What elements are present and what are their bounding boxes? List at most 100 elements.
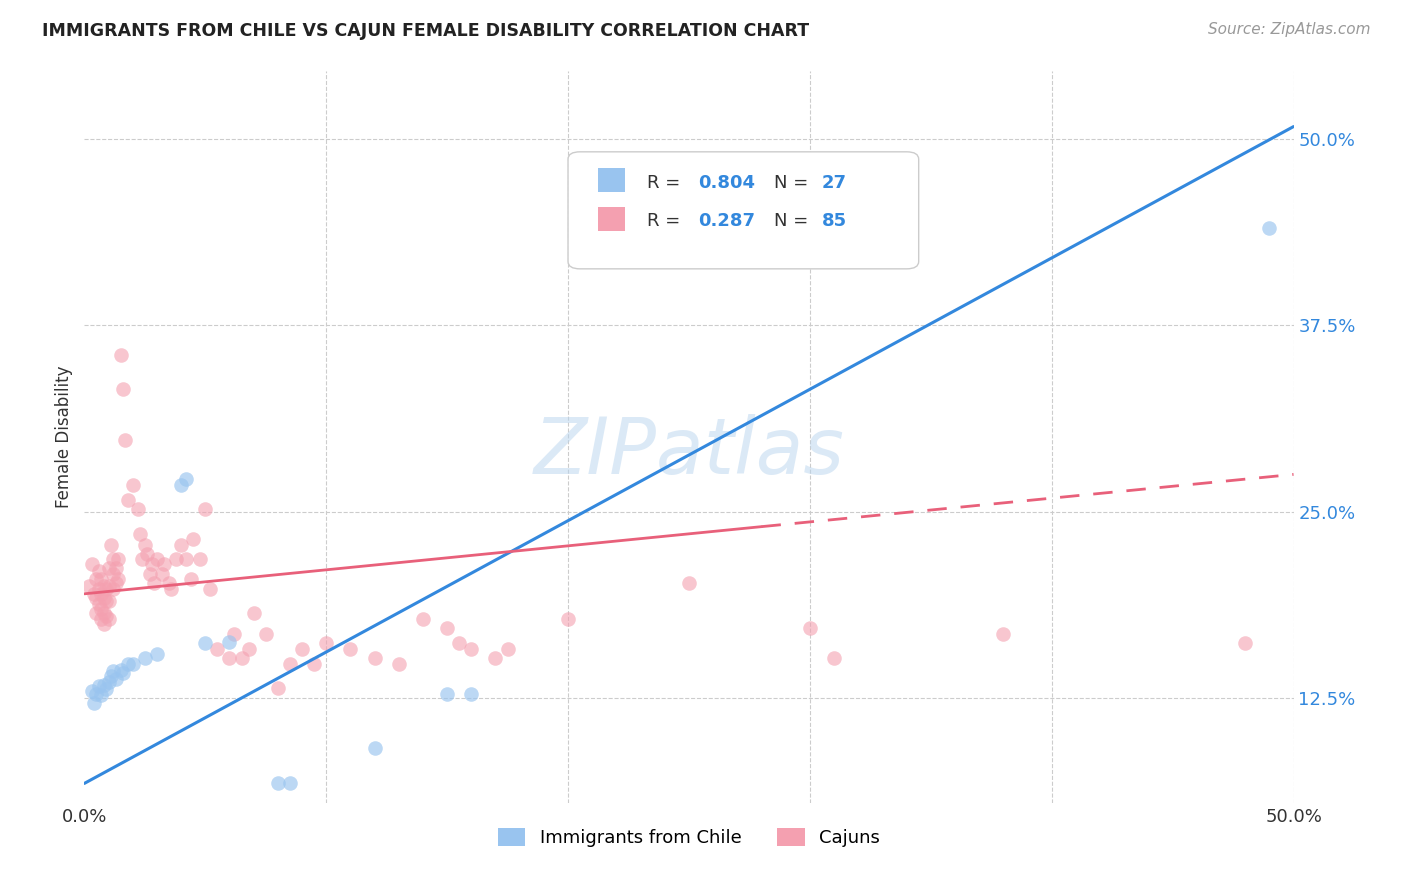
Point [174, 472, 197, 486]
Point [104, 672, 127, 686]
Point [1258, 221, 1281, 235]
Point [100, 537, 122, 551]
Point [224, 627, 246, 641]
Point [993, 627, 1015, 641]
Point [181, 532, 204, 546]
Point [103, 552, 125, 566]
Point [460, 642, 482, 657]
Point [104, 561, 127, 575]
Point [94, 682, 117, 697]
Point [107, 572, 129, 586]
Point [242, 606, 264, 620]
Point [278, 776, 301, 790]
Point [134, 651, 156, 665]
Point [157, 576, 180, 591]
Point [103, 582, 125, 597]
Point [114, 433, 136, 447]
Point [90, 587, 112, 601]
FancyBboxPatch shape [568, 152, 918, 268]
Point [121, 657, 143, 671]
Text: 85: 85 [823, 212, 846, 230]
Point [194, 636, 217, 650]
Y-axis label: Female Disability: Female Disability [55, 366, 73, 508]
Point [87, 565, 110, 579]
Point [557, 612, 579, 626]
Point [174, 552, 197, 566]
Point [117, 657, 139, 671]
Point [194, 501, 217, 516]
Point [180, 572, 202, 586]
Point [117, 492, 139, 507]
Text: 27: 27 [823, 174, 846, 192]
Point [93, 678, 115, 692]
Point [121, 478, 143, 492]
Point [170, 537, 193, 551]
Point [90, 612, 112, 626]
Point [823, 651, 845, 665]
Point [93, 616, 115, 631]
Text: IMMIGRANTS FROM CHILE VS CAJUN FEMALE DISABILITY CORRELATION CHART: IMMIGRANTS FROM CHILE VS CAJUN FEMALE DI… [42, 22, 810, 40]
Point [254, 627, 277, 641]
Point [112, 382, 135, 396]
Point [267, 776, 290, 790]
Point [278, 657, 301, 671]
Point [97, 674, 120, 689]
Point [150, 567, 173, 582]
Point [449, 636, 471, 650]
Text: 0.287: 0.287 [699, 212, 755, 230]
Text: R =: R = [647, 174, 686, 192]
Point [97, 594, 120, 608]
Point [436, 621, 458, 635]
Point [90, 572, 112, 586]
Point [87, 679, 110, 693]
Point [165, 552, 187, 566]
Point [110, 348, 132, 362]
Bar [599, 207, 624, 231]
Point [1234, 636, 1257, 650]
Point [134, 537, 156, 551]
Point [153, 557, 176, 571]
Point [267, 681, 290, 695]
Point [207, 642, 229, 657]
Point [86, 687, 108, 701]
Point [143, 576, 166, 591]
Point [136, 547, 159, 561]
Point [141, 557, 163, 571]
Point [83, 696, 105, 710]
Point [86, 572, 108, 586]
Point [94, 594, 117, 608]
Point [339, 642, 361, 657]
Text: 0.804: 0.804 [699, 174, 755, 192]
Point [86, 591, 108, 606]
Point [678, 576, 700, 591]
Point [218, 651, 240, 665]
Point [170, 478, 193, 492]
Point [218, 634, 240, 648]
Point [80, 683, 103, 698]
Point [388, 657, 411, 671]
Point [160, 582, 183, 597]
Point [93, 579, 115, 593]
Point [93, 591, 115, 606]
Point [799, 621, 821, 635]
Point [238, 642, 260, 657]
Point [138, 567, 160, 582]
Text: N =: N = [773, 174, 814, 192]
Point [302, 657, 325, 671]
Point [484, 651, 506, 665]
Point [104, 576, 127, 591]
Point [496, 642, 519, 657]
Point [77, 579, 100, 593]
Point [127, 501, 149, 516]
Point [315, 636, 337, 650]
Text: ZIPatlas: ZIPatlas [533, 414, 845, 490]
Point [363, 740, 385, 755]
Point [291, 642, 314, 657]
Legend: Immigrants from Chile, Cajuns: Immigrants from Chile, Cajuns [489, 819, 889, 856]
Point [131, 552, 153, 566]
Point [436, 687, 458, 701]
Point [103, 665, 125, 679]
Point [83, 587, 105, 601]
Point [103, 567, 125, 582]
Point [87, 582, 110, 597]
